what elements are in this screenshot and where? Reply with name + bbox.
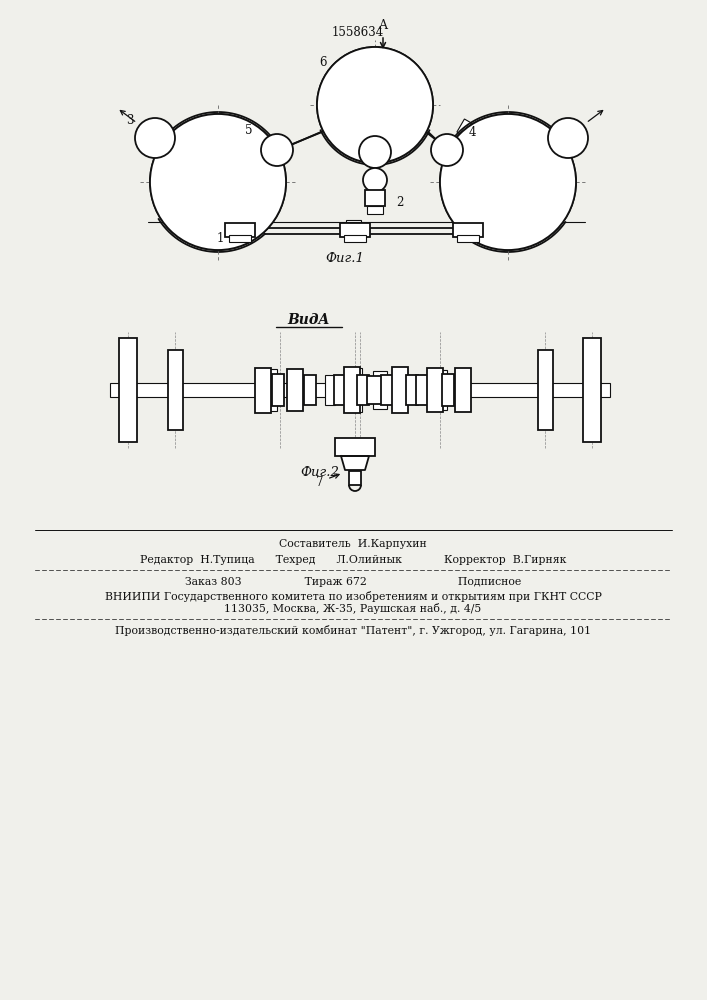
Bar: [346, 227, 361, 237]
Bar: [325, 375, 335, 405]
Circle shape: [431, 134, 463, 166]
Bar: [410, 376, 420, 404]
Bar: [166, 130, 184, 146]
Circle shape: [317, 47, 433, 163]
Bar: [263, 369, 277, 411]
Circle shape: [359, 136, 391, 168]
Text: 6: 6: [320, 56, 327, 70]
Text: Производственно-издательский комбинат "Патент", г. Ужгород, ул. Гагарина, 101: Производственно-издательский комбинат "П…: [115, 626, 591, 637]
Text: 113035, Москва, Ж-35, Раушская наб., д. 4/5: 113035, Москва, Ж-35, Раушская наб., д. …: [224, 603, 481, 614]
Bar: [229, 116, 245, 134]
Bar: [406, 375, 418, 405]
Bar: [344, 367, 360, 413]
Text: ВидA: ВидA: [287, 313, 329, 327]
Bar: [427, 368, 443, 412]
Bar: [453, 223, 483, 237]
Text: A: A: [378, 19, 387, 32]
Bar: [348, 368, 362, 412]
Bar: [442, 374, 454, 406]
Bar: [416, 375, 428, 405]
Text: 5: 5: [245, 123, 252, 136]
Bar: [462, 225, 477, 235]
Text: Фиг.1: Фиг.1: [325, 251, 364, 264]
Bar: [493, 187, 508, 197]
Bar: [457, 234, 479, 241]
Bar: [265, 375, 275, 405]
Bar: [335, 438, 375, 456]
Bar: [518, 130, 536, 146]
Text: ВНИИПИ Государственного комитета по изобретениям и открытиям при ГКНТ СССР: ВНИИПИ Государственного комитета по изоб…: [105, 590, 602, 601]
Bar: [110, 383, 610, 397]
Circle shape: [261, 134, 293, 166]
Bar: [349, 471, 361, 485]
Text: 4: 4: [468, 125, 476, 138]
Bar: [334, 375, 346, 405]
Text: 7: 7: [316, 477, 324, 489]
Bar: [119, 338, 137, 442]
Text: 1: 1: [216, 232, 223, 244]
Bar: [168, 350, 182, 430]
Bar: [177, 163, 194, 177]
Bar: [583, 338, 601, 442]
Bar: [255, 367, 271, 412]
Bar: [287, 369, 303, 411]
Polygon shape: [341, 456, 369, 470]
Text: Составитель  И.Карпухин: Составитель И.Карпухин: [279, 539, 427, 549]
Circle shape: [548, 118, 588, 158]
Bar: [365, 190, 385, 206]
Circle shape: [135, 118, 175, 158]
Bar: [229, 234, 251, 241]
Bar: [455, 368, 471, 412]
Circle shape: [150, 114, 286, 250]
Circle shape: [317, 47, 433, 163]
Bar: [228, 225, 243, 235]
Bar: [373, 371, 387, 409]
Bar: [357, 375, 369, 405]
Bar: [433, 370, 447, 410]
Bar: [199, 183, 214, 193]
Bar: [350, 375, 360, 405]
Circle shape: [150, 114, 286, 250]
Text: 3: 3: [127, 113, 134, 126]
Bar: [392, 367, 408, 413]
Bar: [346, 220, 361, 230]
Text: Редактор  Н.Тупица      Техред      Л.Олийнык            Корректор  В.Гирняк: Редактор Н.Тупица Техред Л.Олийнык Корре…: [140, 555, 566, 565]
Bar: [457, 119, 473, 137]
Text: 2: 2: [397, 196, 404, 210]
Bar: [288, 371, 302, 409]
Circle shape: [363, 168, 387, 192]
Text: Заказ 803                  Тираж 672                          Подписное: Заказ 803 Тираж 672 Подписное: [185, 577, 521, 587]
Text: 1558634: 1558634: [332, 25, 384, 38]
Bar: [367, 206, 383, 214]
Circle shape: [440, 114, 576, 250]
Circle shape: [440, 114, 576, 250]
Bar: [344, 234, 366, 241]
Bar: [367, 376, 383, 404]
Bar: [381, 375, 393, 405]
Text: Фиг.2: Фиг.2: [300, 466, 339, 479]
Bar: [225, 223, 255, 237]
Bar: [304, 375, 316, 405]
Bar: [537, 350, 552, 430]
Bar: [272, 374, 284, 406]
Bar: [340, 223, 370, 237]
Bar: [375, 375, 385, 405]
Bar: [290, 375, 300, 405]
